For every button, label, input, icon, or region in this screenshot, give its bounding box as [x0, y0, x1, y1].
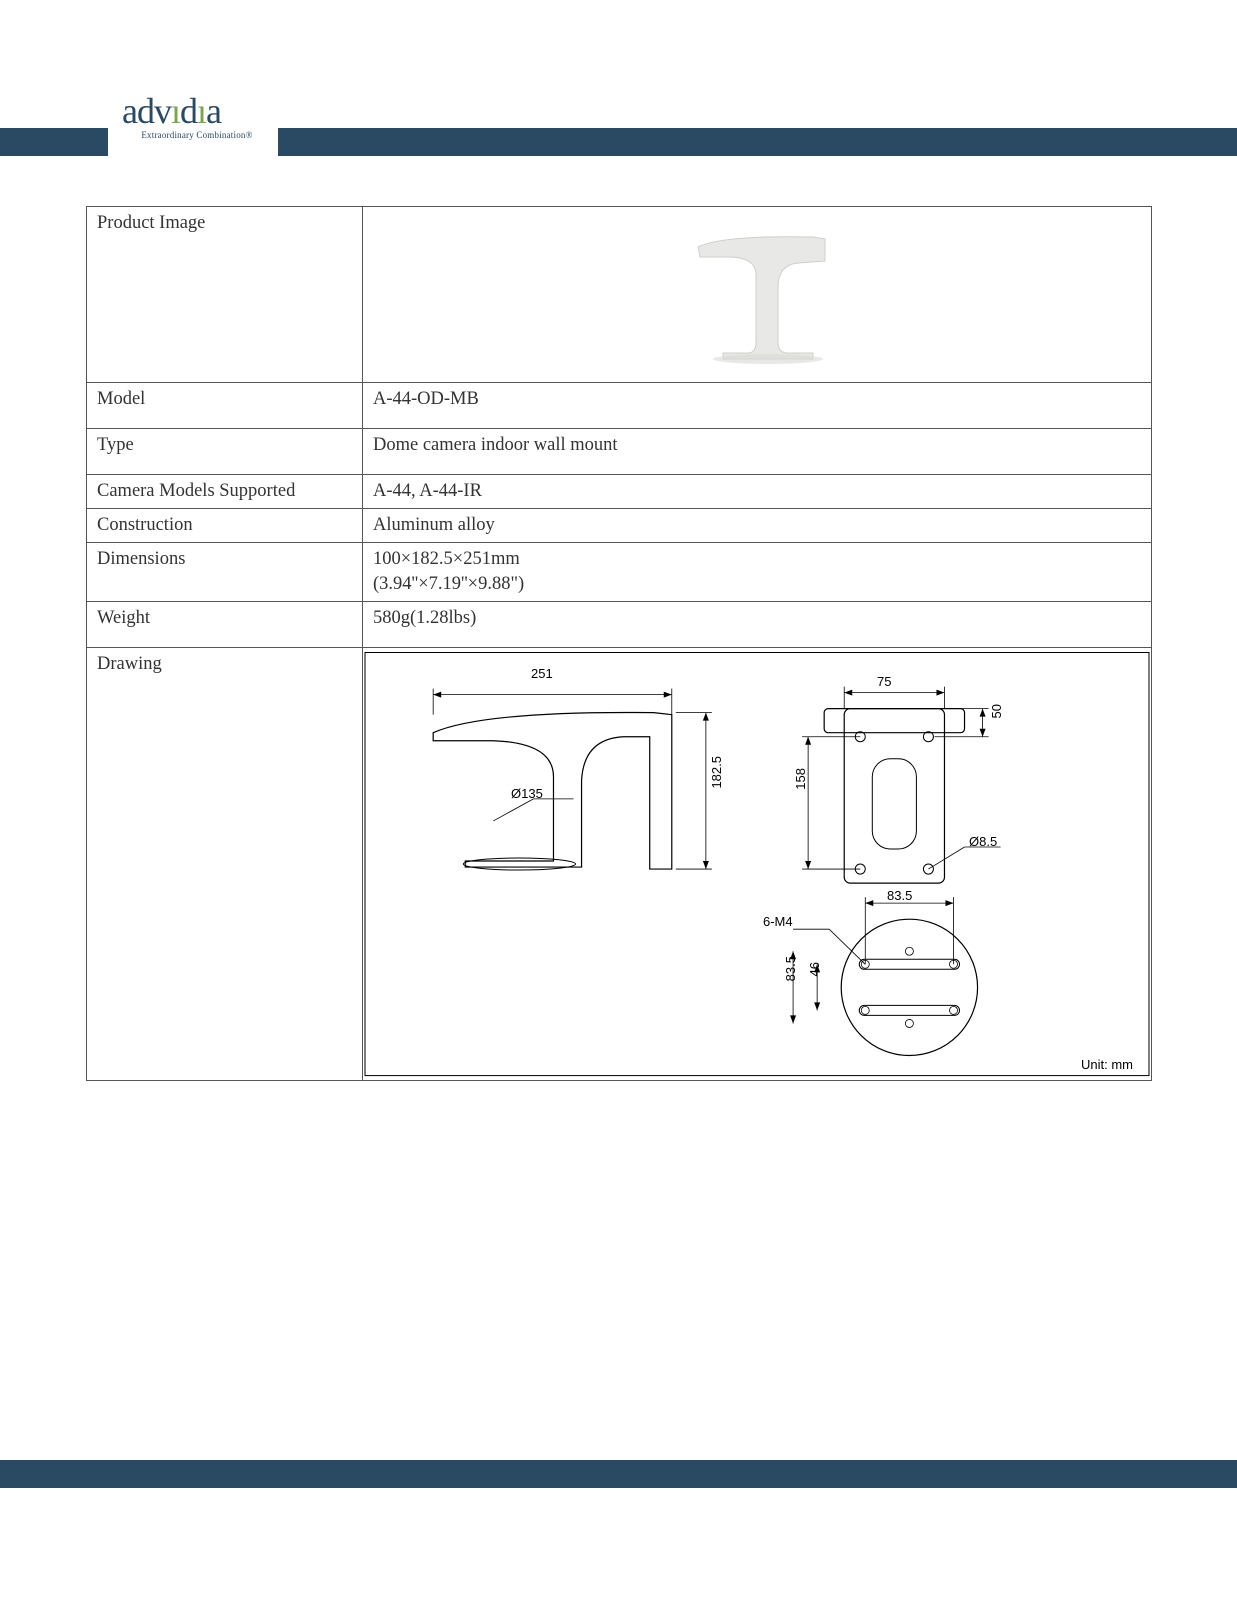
spec-table: Product Image Model A-44-OD-MB Type Dome… [86, 206, 1152, 1081]
table-row: Type Dome camera indoor wall mount [87, 429, 1152, 475]
table-row: Weight 580g(1.28lbs) [87, 601, 1152, 647]
table-row: Drawing [87, 647, 1152, 1080]
dim-base-slot: 46 [807, 962, 822, 976]
brand-logo: advıdıa Extraordinary Combination® [122, 90, 272, 140]
dim-rear-top: 50 [989, 704, 1004, 718]
footer-bar [0, 1460, 1237, 1488]
dim-base-dia: Ø135 [511, 786, 543, 801]
row-value: A-44, A-44-IR [373, 481, 482, 501]
row-label: Model [97, 389, 145, 409]
table-row: Camera Models Supported A-44, A-44-IR [87, 475, 1152, 509]
dim-base-outer-left: 83.5 [783, 956, 798, 981]
dim-depth: 251 [531, 666, 553, 681]
row-value: 100×182.5×251mm (3.94''×7.19''×9.88") [373, 549, 524, 594]
row-label: Camera Models Supported [97, 481, 295, 501]
table-row: Construction Aluminum alloy [87, 508, 1152, 542]
product-image [628, 217, 888, 367]
drawing-svg [363, 648, 1151, 1080]
dim-rear-holespan: 158 [793, 768, 808, 790]
technical-drawing: 251 182.5 Ø135 75 50 158 Ø8.5 83.5 6-M4 … [363, 648, 1151, 1080]
table-row: Product Image [87, 207, 1152, 383]
row-label: Drawing [97, 654, 162, 674]
dim-rear-holedia: Ø8.5 [969, 834, 997, 849]
row-value: Aluminum alloy [373, 515, 495, 535]
dim-base-outer-top: 83.5 [887, 888, 912, 903]
row-value: A-44-OD-MB [373, 389, 479, 409]
row-label: Construction [97, 515, 193, 535]
dim-height: 182.5 [709, 756, 724, 789]
row-label: Type [97, 435, 134, 455]
drawing-unit-label: Unit: mm [1081, 1057, 1133, 1072]
row-label: Weight [97, 608, 150, 628]
page: advıdıa Extraordinary Combination® Produ… [0, 0, 1237, 1600]
brand-tagline: Extraordinary Combination® [122, 130, 272, 140]
brand-wordmark: advıdıa [122, 90, 272, 132]
row-value: Dome camera indoor wall mount [373, 435, 618, 455]
table-row: Dimensions 100×182.5×251mm (3.94''×7.19'… [87, 542, 1152, 601]
row-value: 580g(1.28lbs) [373, 608, 476, 628]
dim-rear-width: 75 [877, 674, 891, 689]
table-row: Model A-44-OD-MB [87, 383, 1152, 429]
row-label: Dimensions [97, 549, 185, 569]
row-label: Product Image [97, 213, 205, 233]
dim-base-thread: 6-M4 [763, 914, 793, 929]
